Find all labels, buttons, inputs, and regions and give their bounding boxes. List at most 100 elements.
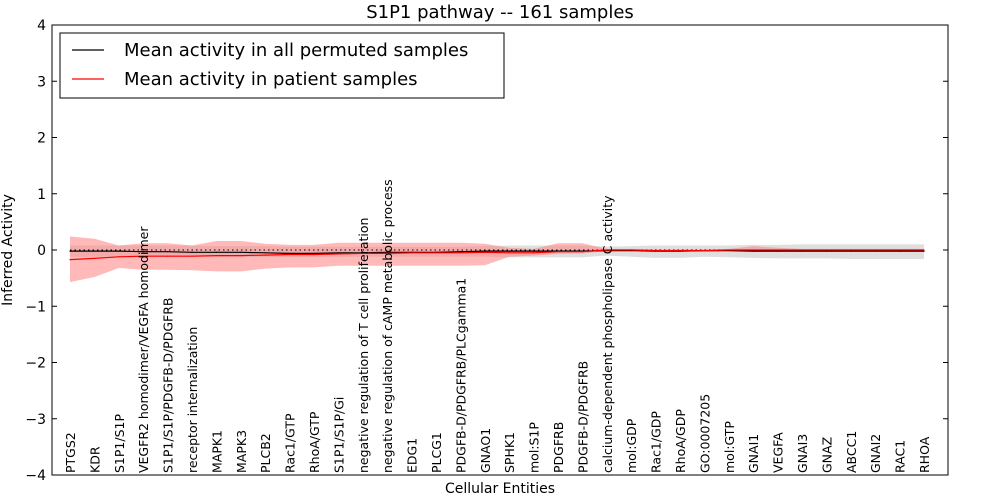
permuted-point xyxy=(69,250,71,252)
category-label: GO:0007205 xyxy=(697,394,712,473)
category-label: negative regulation of cAMP metabolic pr… xyxy=(380,179,395,473)
permuted-point xyxy=(191,251,193,253)
category-label: Rac1/GTP xyxy=(283,413,298,473)
category-label: GNAI2 xyxy=(868,434,883,473)
category-label: VEGFR2 homodimer/VEGFA homodimer xyxy=(136,226,151,473)
patient-point xyxy=(484,251,486,253)
patient-mean-line xyxy=(69,249,924,261)
patient-point xyxy=(69,258,71,261)
patient-point xyxy=(581,251,584,253)
patient-point xyxy=(606,249,608,251)
x-axis-label: Cellular Entities xyxy=(445,481,555,497)
category-label: GNAI3 xyxy=(795,434,810,473)
permuted-point xyxy=(899,250,901,252)
category-label: PDGFB-D/PDGFRB xyxy=(575,361,590,473)
permuted-point xyxy=(508,250,510,252)
confidence-bands xyxy=(70,236,924,283)
legend: Mean activity in all permuted samples Me… xyxy=(59,32,505,99)
y-axis-ticks: 4 3 2 1 0 −1 −2 −3 −4 xyxy=(25,18,948,484)
series-lines xyxy=(69,249,925,261)
patient-point xyxy=(215,255,217,257)
category-label: MAPK3 xyxy=(234,430,249,473)
patient-range-band xyxy=(70,236,924,283)
category-label: GNAI1 xyxy=(746,434,761,473)
patient-point xyxy=(240,255,242,257)
patient-point xyxy=(533,252,535,254)
permuted-point xyxy=(93,250,95,252)
patient-point xyxy=(289,253,291,256)
permuted-point xyxy=(825,250,828,252)
category-label: Rac1/GDP xyxy=(649,411,664,473)
patient-point xyxy=(167,255,169,257)
category-label: S1P1/S1P/Gi xyxy=(331,397,346,473)
category-label: PLCB2 xyxy=(258,433,273,473)
permuted-point xyxy=(801,250,803,252)
y-tick-label: 3 xyxy=(37,74,46,90)
permuted-point xyxy=(777,250,779,252)
chart-title: S1P1 pathway -- 161 samples xyxy=(366,2,634,23)
patient-point xyxy=(337,253,339,255)
patient-point xyxy=(264,254,266,256)
category-label: MAPK1 xyxy=(209,430,224,473)
patient-point xyxy=(386,252,388,254)
category-label: S1P1/S1P xyxy=(112,414,127,473)
category-label: RHOA xyxy=(917,436,932,473)
patient-point xyxy=(923,249,925,251)
permuted-point xyxy=(264,252,266,254)
permuted-point xyxy=(118,250,120,252)
patient-point xyxy=(508,252,510,254)
permuted-point xyxy=(167,251,169,253)
patient-point xyxy=(93,257,95,260)
category-label: S1P1/S1P/PDGFB-D/PDGFRB xyxy=(161,298,176,474)
category-label: PTGS2 xyxy=(63,432,78,473)
category-label: negative regulation of T cell proliferat… xyxy=(356,218,371,473)
y-tick-label: −3 xyxy=(25,412,46,428)
patient-point xyxy=(679,249,681,252)
category-label: PDGFB-D/PDGFRB/PLCgamma1 xyxy=(453,278,468,473)
category-label: ABCC1 xyxy=(844,431,859,473)
category-label: PLCG1 xyxy=(429,432,444,473)
permuted-point xyxy=(533,250,535,252)
permuted-mean-line xyxy=(70,250,924,254)
permuted-point xyxy=(484,250,486,252)
category-label: mol:GDP xyxy=(624,418,639,473)
category-label: RAC1 xyxy=(893,440,908,473)
category-label: EDG1 xyxy=(405,438,420,473)
category-label: PDGFRB xyxy=(551,422,566,473)
y-tick-label: 2 xyxy=(37,131,46,147)
y-tick-label: −1 xyxy=(25,299,46,315)
y-axis-label: Inferred Activity xyxy=(0,194,16,306)
patient-point xyxy=(801,249,803,251)
category-label: VEGFA xyxy=(771,432,786,473)
category-label: mol:GTP xyxy=(722,421,737,473)
patient-point xyxy=(874,249,876,251)
legend-label-permuted: Mean activity in all permuted samples xyxy=(124,40,468,61)
category-label: KDR xyxy=(87,446,102,473)
permuted-point xyxy=(386,251,388,253)
category-label: mol:S1P xyxy=(527,422,542,473)
y-tick-label: −2 xyxy=(25,356,46,372)
patient-point xyxy=(459,252,461,254)
patient-point xyxy=(557,251,559,253)
patient-point xyxy=(728,249,730,251)
patient-point xyxy=(752,249,754,251)
permuted-point xyxy=(923,250,925,252)
patient-point xyxy=(850,249,852,251)
y-tick-label: 0 xyxy=(37,243,46,259)
patient-point xyxy=(142,255,144,257)
patient-point xyxy=(313,253,315,256)
patient-point xyxy=(191,255,193,257)
category-label: GNAZ xyxy=(819,437,834,473)
patient-point xyxy=(899,249,901,251)
legend-box xyxy=(59,32,505,99)
category-label: SPHK1 xyxy=(502,432,517,473)
legend-label-patient: Mean activity in patient samples xyxy=(124,69,418,90)
category-label: calcium-dependent phospholipase C activi… xyxy=(600,195,615,473)
patient-point xyxy=(777,249,779,251)
permuted-point xyxy=(215,251,217,253)
permuted-point xyxy=(289,252,291,254)
permuted-point xyxy=(459,251,461,253)
category-label: RhoA/GTP xyxy=(307,411,322,473)
permuted-point xyxy=(142,251,144,253)
